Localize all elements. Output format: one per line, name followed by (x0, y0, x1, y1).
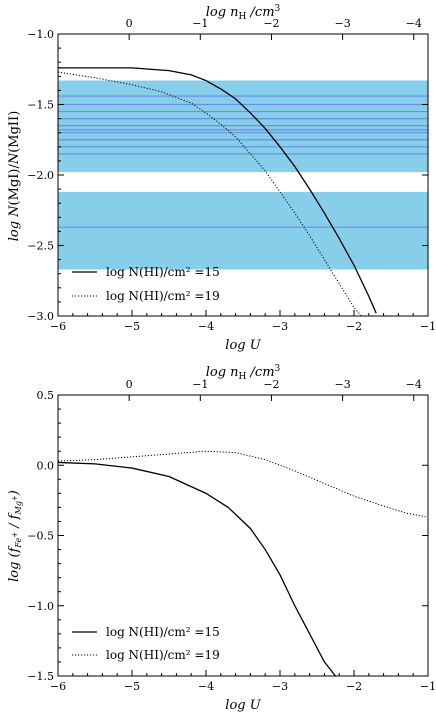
y-tick-label: 0.5 (37, 389, 55, 402)
legend: log N(HI)/cm² =15 log N(HI)/cm² =19 (72, 625, 220, 662)
x-tick-label: −1 (420, 320, 436, 333)
legend-label-15: log N(HI)/cm² =15 (106, 265, 220, 279)
series-line-15 (58, 67, 377, 314)
y-tick-label: −2.5 (27, 240, 54, 253)
x-tick-label: −2 (346, 680, 362, 693)
y-axis-label: log N(MgI)/N(MgII) (7, 111, 22, 242)
x-tick-label: −5 (124, 320, 140, 333)
x-tick-label: −5 (124, 680, 140, 693)
y-tick-label: −1.0 (27, 28, 54, 41)
top-axis-label: log nH /cm3 (206, 364, 281, 382)
x-tick-label: −6 (50, 320, 66, 333)
top-tick-label: 0 (126, 378, 133, 391)
top-tick-label: −3 (335, 378, 351, 391)
y-axis-label: log (fFe+ / fMg+) (7, 490, 23, 582)
top-tick-label: −1 (192, 17, 208, 30)
series-line-19 (58, 450, 428, 518)
y-tick-label: −0.5 (27, 530, 54, 543)
top-tick-label: −2 (263, 378, 279, 391)
top-tick-label: 0 (126, 17, 133, 30)
y-tick-label: −2.0 (27, 169, 54, 182)
x-tick-label: −6 (50, 680, 66, 693)
series-lines (58, 450, 428, 676)
series-lines (58, 67, 377, 316)
panel-mg-ratio: −6 −5 −4 −3 −2 −1 0 −1 −2 −3 −4 −3.0 −2.5 −2.0 −1.5 −1.… (7, 4, 436, 353)
legend-label-19: log N(HI)/cm² =19 (106, 648, 220, 662)
x-tick-label: −3 (272, 680, 288, 693)
band-1 (58, 80, 428, 173)
series-line-15 (58, 461, 337, 676)
y-tick-label: −1.5 (27, 99, 54, 112)
x-tick-label: −4 (198, 680, 214, 693)
x-axis-label: log U (225, 698, 261, 713)
x-axis-label: log U (225, 338, 261, 353)
x-tick-label: −4 (198, 320, 214, 333)
ticks: −6 −5 −4 −3 −2 −1 0 −1 −2 −3 −4 −1.5 −1.0 −0.5 0.0 0.5 (27, 378, 436, 693)
top-tick-label: −4 (406, 17, 422, 30)
panel-fe-mg: −6 −5 −4 −3 −2 −10 −1 −2 −3 −4−1.5−1.0−0.50.00.5 … (7, 364, 436, 713)
legend: log N(HI)/cm² =15 log N(HI)/cm² =19 (72, 265, 220, 303)
observation-bands (58, 80, 428, 270)
top-tick-label: −3 (335, 17, 351, 30)
legend-label-19: log N(HI)/cm² =19 (106, 289, 220, 303)
x-tick-label: −3 (272, 320, 288, 333)
x-tick-label: −1 (420, 680, 436, 693)
top-tick-label: −4 (406, 378, 422, 391)
y-tick-label: 0.0 (37, 459, 55, 472)
x-tick-label: −2 (346, 320, 362, 333)
ticks: −6 −5 −4 −3 −2 −1 0 −1 −2 −3 −4 −3.0 −2.5 −2.0 −1.5 −1.… (27, 17, 436, 333)
y-tick-label: −3.0 (27, 310, 54, 323)
band-0 (58, 191, 428, 270)
series-line-19 (58, 71, 362, 316)
top-tick-label: −2 (263, 17, 279, 30)
top-axis-label: log nH /cm3 (206, 4, 281, 22)
legend-label-15: log N(HI)/cm² =15 (106, 625, 220, 639)
y-tick-label: −1.0 (27, 600, 54, 613)
top-tick-label: −1 (192, 378, 208, 391)
y-tick-label: −1.5 (27, 670, 54, 683)
